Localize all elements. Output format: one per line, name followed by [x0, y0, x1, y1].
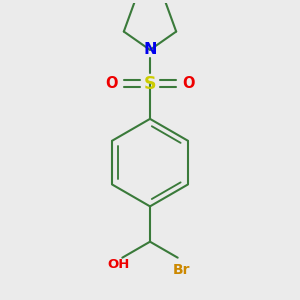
Text: Br: Br: [173, 263, 190, 277]
Text: S: S: [144, 74, 156, 92]
Text: O: O: [182, 76, 195, 91]
Text: O: O: [105, 76, 118, 91]
Text: OH: OH: [107, 258, 129, 271]
Text: N: N: [143, 42, 157, 57]
